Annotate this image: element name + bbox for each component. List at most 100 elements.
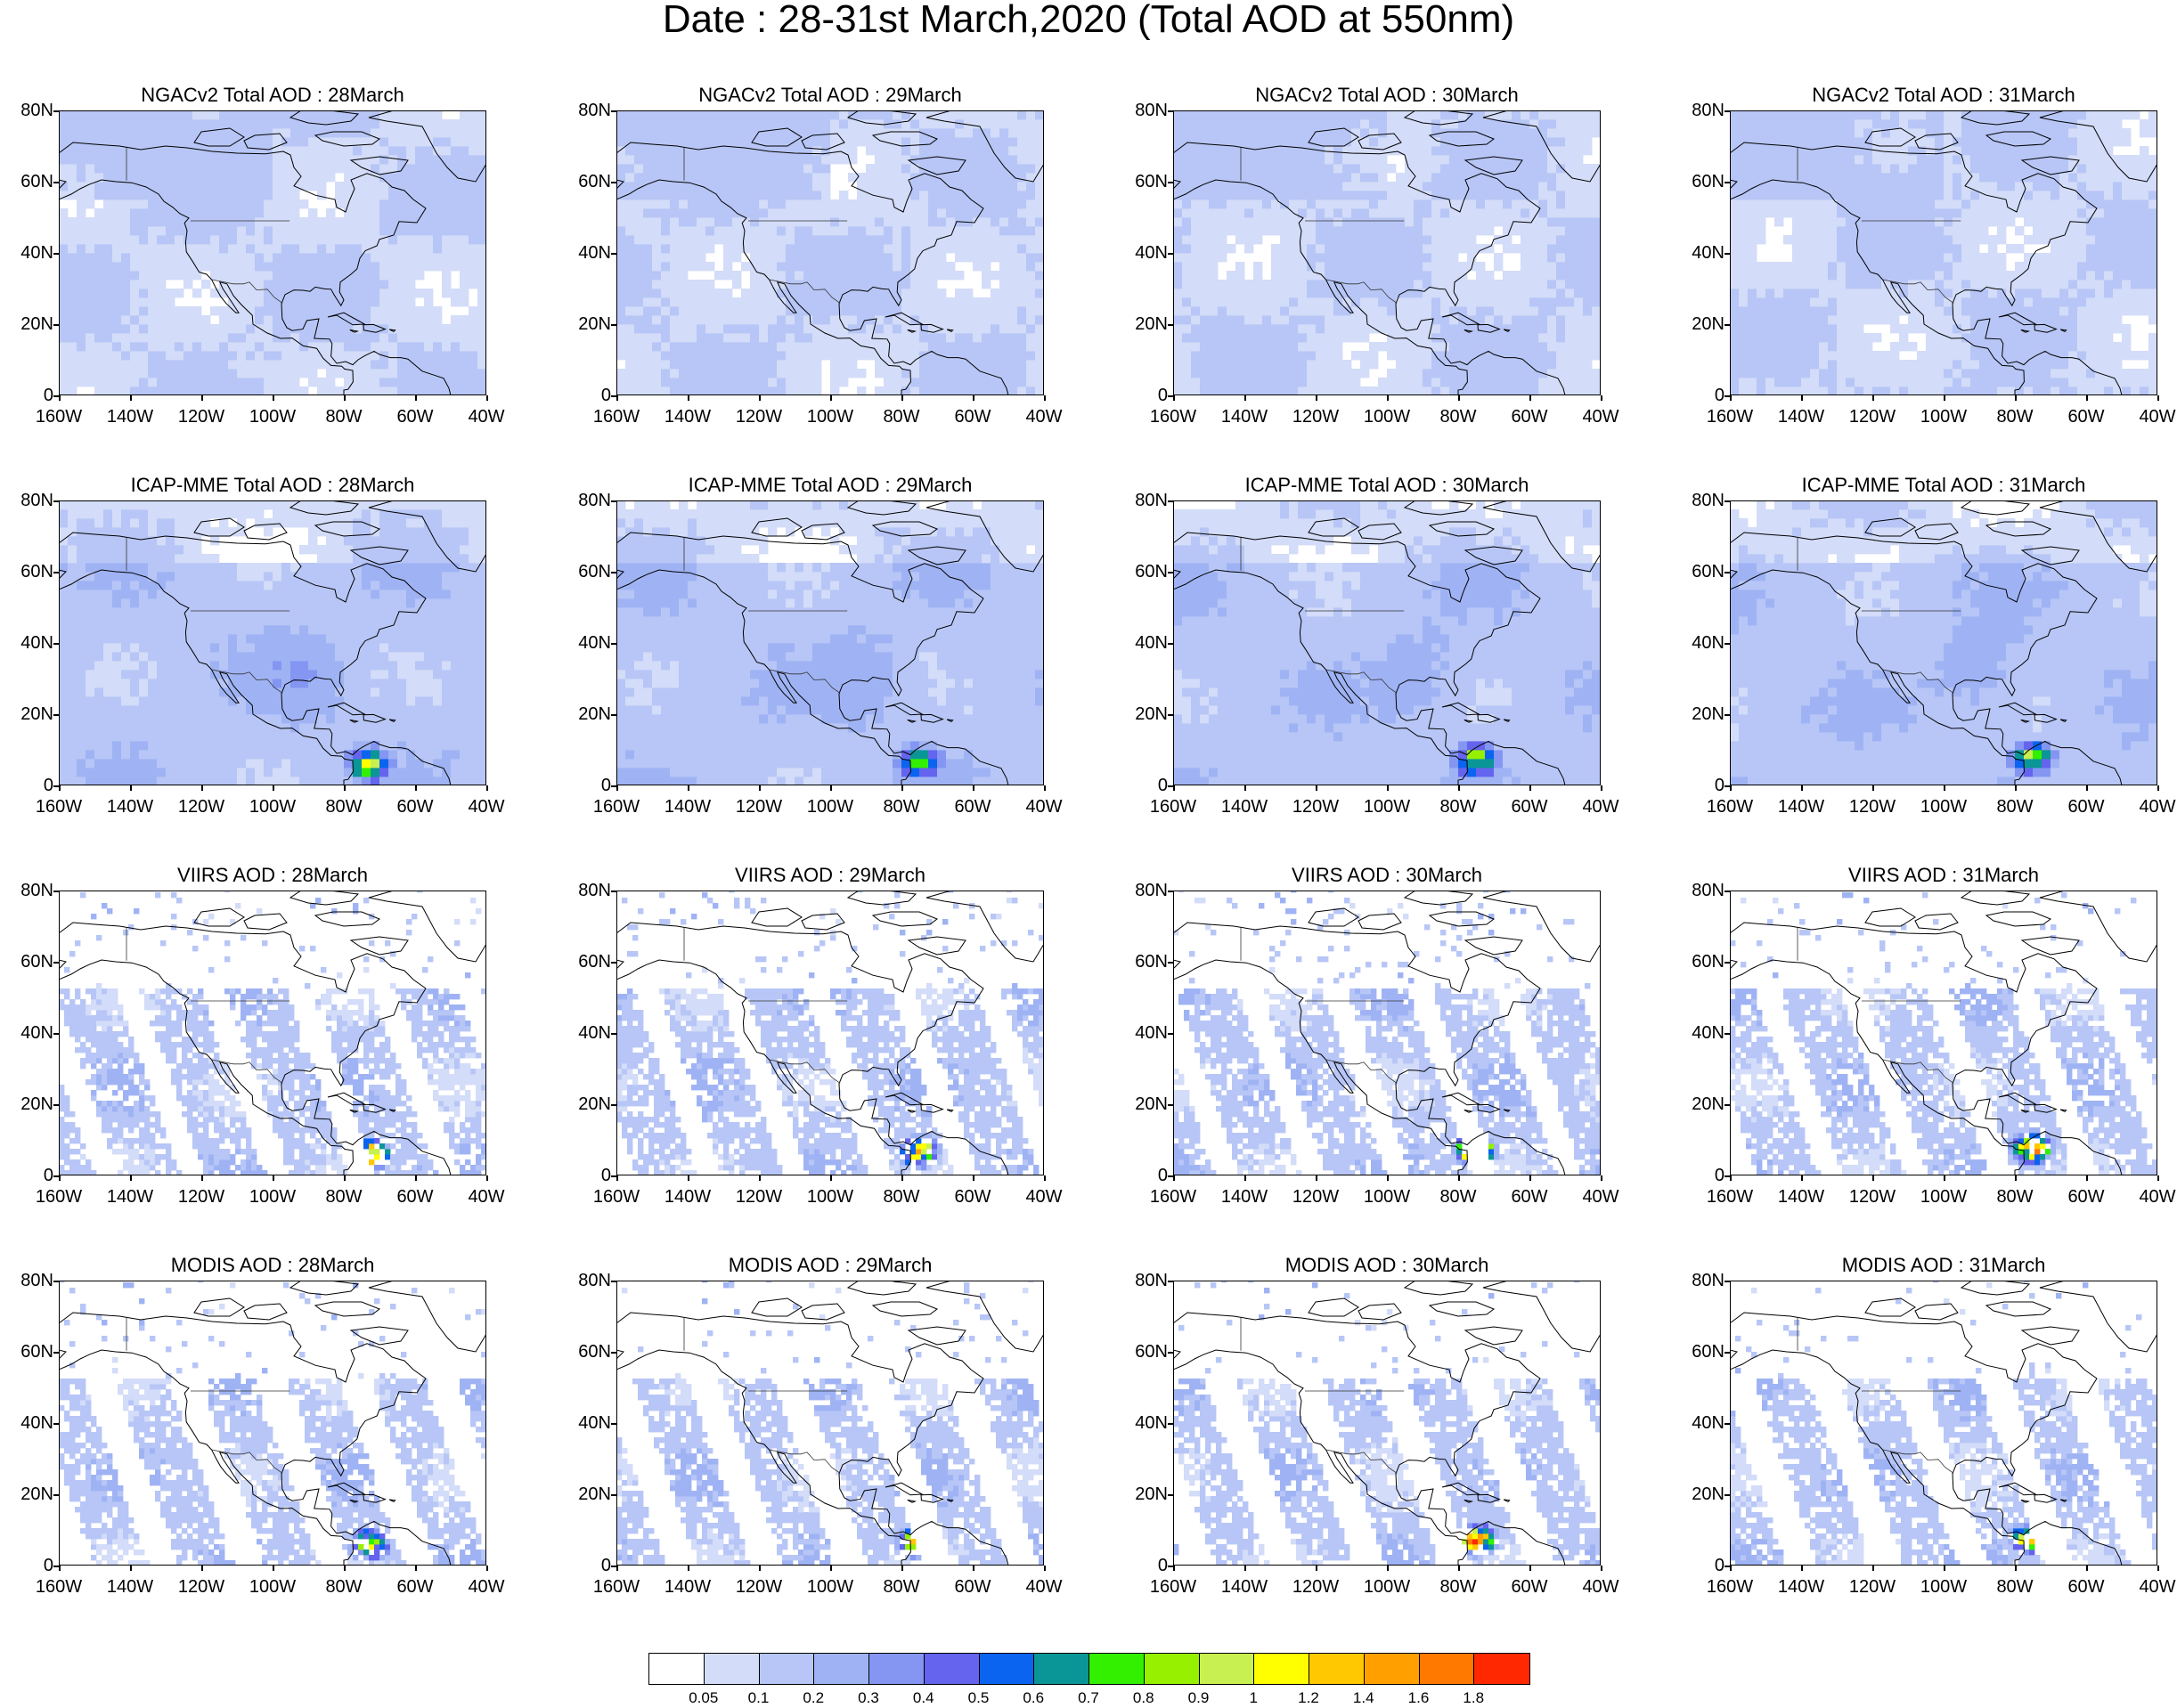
lon-tick-mark <box>486 1175 488 1181</box>
lon-tick-label: 160W <box>1694 408 1765 426</box>
lon-tick-label: 160W <box>1137 1188 1209 1206</box>
lat-tick-mark <box>1168 500 1173 502</box>
lat-tick-label: 80N <box>1114 882 1168 899</box>
aod-field <box>616 1281 1044 1566</box>
lat-tick-mark <box>1724 962 1730 964</box>
lat-tick-label: 0 <box>1114 1167 1168 1184</box>
map-panel: MODIS AOD : 29March 80N 60N 40N 20N 0 160W 140W… <box>558 1252 1092 1642</box>
lon-tick-mark <box>1387 395 1389 401</box>
coastline <box>1173 1281 1601 1566</box>
lat-tick-label: 80N <box>0 102 53 119</box>
lon-tick-label: 160W <box>581 1188 652 1206</box>
lon-tick-label: 140W <box>1765 1188 1837 1206</box>
colorbar-swatch <box>1309 1654 1365 1684</box>
map-panel: MODIS AOD : 28March 80N 60N 40N 20N 0 160W 140W… <box>0 1252 534 1642</box>
lon-tick-mark <box>59 1566 61 1571</box>
lat-tick-mark <box>53 1033 59 1035</box>
lon-tick-label: 120W <box>1280 1188 1351 1206</box>
lon-tick-mark <box>1316 395 1317 401</box>
lat-tick-label: 80N <box>1114 492 1168 509</box>
lon-tick-label: 40W <box>1008 1578 1080 1596</box>
lon-tick-mark <box>759 785 761 791</box>
lon-tick-mark <box>130 1566 132 1571</box>
lon-tick-mark <box>1244 395 1246 401</box>
lat-tick-label: 0 <box>0 1557 53 1574</box>
lon-tick-mark <box>901 1566 903 1571</box>
lon-tick-label: 80W <box>1423 408 1494 426</box>
lon-tick-label: 100W <box>1908 1188 1979 1206</box>
lon-tick-label: 80W <box>308 408 379 426</box>
lat-tick-mark <box>53 714 59 716</box>
aod-map-svg <box>616 110 1044 395</box>
lat-tick-mark <box>1724 1033 1730 1035</box>
lon-tick-mark <box>1944 1175 1945 1181</box>
lat-tick-mark <box>1724 1566 1730 1567</box>
aod-map-svg <box>616 500 1044 785</box>
lon-tick-label: 60W <box>1494 408 1565 426</box>
lat-tick-mark <box>611 1104 616 1106</box>
lat-tick-label: 40N <box>0 1414 53 1432</box>
lat-tick-mark <box>1168 891 1173 892</box>
lon-tick-mark <box>59 1175 61 1181</box>
lat-tick-label: 80N <box>558 492 611 509</box>
country-borders <box>1797 927 1961 1084</box>
lat-tick-label: 40N <box>1671 1414 1724 1432</box>
lon-tick-label: 120W <box>1837 408 1908 426</box>
lat-tick-mark <box>611 395 616 397</box>
lat-tick-mark <box>1724 1494 1730 1496</box>
lon-tick-label: 100W <box>237 408 308 426</box>
coastline <box>59 500 486 785</box>
colorbar-label: 0.05 <box>677 1690 730 1706</box>
figure-title: Date : 28-31st March,2020 (Total AOD at … <box>0 0 2177 39</box>
map-area <box>59 1281 486 1566</box>
country-borders <box>126 1317 290 1474</box>
lon-tick-label: 80W <box>866 798 937 816</box>
lat-tick-label: 80N <box>0 882 53 899</box>
colorbar-swatch <box>814 1654 869 1684</box>
lon-tick-label: 60W <box>937 1188 1008 1206</box>
map-area <box>1730 1281 2157 1566</box>
lat-tick-mark <box>611 1566 616 1567</box>
colorbar-swatch <box>759 1654 815 1684</box>
country-borders <box>1240 537 1405 694</box>
country-borders <box>1797 537 1961 694</box>
lon-tick-label: 40W <box>2122 408 2177 426</box>
panel-title: MODIS AOD : 30March <box>1173 1252 1601 1279</box>
coastline <box>1730 1281 2157 1566</box>
lon-tick-mark <box>2015 1566 2017 1571</box>
lon-tick-mark <box>1529 1175 1531 1181</box>
lon-tick-mark <box>1044 395 1046 401</box>
lon-tick-mark <box>1316 1566 1317 1571</box>
lon-tick-label: 140W <box>652 798 723 816</box>
lon-tick-label: 60W <box>379 1188 451 1206</box>
lon-tick-mark <box>1173 785 1175 791</box>
lat-tick-label: 40N <box>0 1024 53 1042</box>
lon-tick-mark <box>2086 1566 2088 1571</box>
lon-tick-label: 40W <box>1008 408 1080 426</box>
coastline <box>616 110 1044 395</box>
colorbar-swatch <box>924 1654 980 1684</box>
lon-tick-label: 60W <box>1494 1578 1565 1596</box>
lat-tick-mark <box>1168 1281 1173 1282</box>
lat-tick-label: 80N <box>558 102 611 119</box>
lon-tick-mark <box>1601 1175 1602 1181</box>
lon-tick-mark <box>1730 1175 1732 1181</box>
lat-tick-label: 60N <box>0 953 53 971</box>
lat-tick-label: 80N <box>1671 492 1724 509</box>
lat-tick-label: 0 <box>1671 777 1724 794</box>
map-area <box>1173 1281 1601 1566</box>
country-borders <box>126 537 290 694</box>
lat-tick-mark <box>611 962 616 964</box>
lon-tick-mark <box>1872 1566 1874 1571</box>
lon-tick-mark <box>1529 785 1531 791</box>
lat-tick-label: 0 <box>1114 386 1168 404</box>
lon-tick-mark <box>1387 1566 1389 1571</box>
lon-tick-label: 120W <box>1837 1578 1908 1596</box>
lon-tick-label: 40W <box>2122 1188 2177 1206</box>
lon-tick-label: 140W <box>652 1188 723 1206</box>
lon-tick-label: 60W <box>379 408 451 426</box>
lon-tick-label: 60W <box>379 798 451 816</box>
lon-tick-label: 100W <box>795 1578 866 1596</box>
map-panel: MODIS AOD : 31March 80N 60N 40N 20N 0 160W 140W… <box>1671 1252 2177 1642</box>
